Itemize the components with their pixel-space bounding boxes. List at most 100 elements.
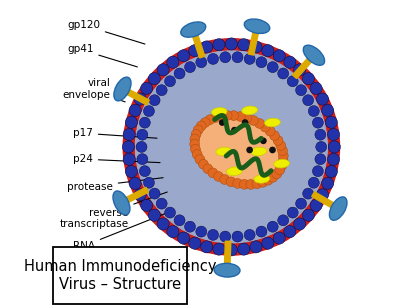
- Circle shape: [149, 95, 160, 106]
- Circle shape: [256, 57, 267, 68]
- Circle shape: [284, 56, 296, 68]
- Circle shape: [139, 166, 150, 177]
- Ellipse shape: [226, 167, 242, 176]
- FancyArrow shape: [192, 33, 205, 58]
- Circle shape: [254, 118, 264, 128]
- FancyArrow shape: [292, 57, 313, 79]
- Circle shape: [308, 106, 319, 117]
- Circle shape: [278, 68, 289, 79]
- FancyArrow shape: [312, 192, 336, 209]
- Circle shape: [167, 56, 179, 68]
- Circle shape: [174, 68, 185, 79]
- Circle shape: [278, 146, 288, 155]
- Circle shape: [164, 207, 176, 218]
- Circle shape: [308, 177, 319, 188]
- Ellipse shape: [214, 263, 240, 277]
- Circle shape: [328, 141, 340, 153]
- Circle shape: [192, 150, 202, 159]
- Circle shape: [156, 198, 167, 209]
- Circle shape: [203, 164, 213, 174]
- Circle shape: [134, 93, 146, 105]
- Circle shape: [232, 231, 243, 242]
- Circle shape: [277, 161, 287, 170]
- Circle shape: [267, 221, 278, 232]
- Text: Human Immunodeficiency
Virus – Structure: Human Immunodeficiency Virus – Structure: [24, 259, 216, 292]
- Circle shape: [213, 243, 225, 255]
- Circle shape: [196, 57, 207, 68]
- Circle shape: [325, 166, 338, 178]
- Circle shape: [296, 85, 306, 96]
- Circle shape: [270, 131, 279, 140]
- FancyBboxPatch shape: [53, 248, 187, 304]
- Circle shape: [278, 215, 289, 226]
- Ellipse shape: [264, 118, 280, 127]
- Circle shape: [216, 111, 226, 121]
- Circle shape: [232, 52, 243, 63]
- Circle shape: [136, 51, 327, 243]
- Circle shape: [144, 106, 154, 117]
- Circle shape: [276, 141, 286, 151]
- Circle shape: [208, 230, 218, 241]
- Text: protease: protease: [67, 178, 163, 192]
- Circle shape: [219, 119, 226, 126]
- Ellipse shape: [181, 22, 206, 37]
- Circle shape: [184, 62, 196, 73]
- Ellipse shape: [113, 191, 130, 215]
- Circle shape: [236, 112, 245, 121]
- Circle shape: [238, 243, 250, 255]
- Circle shape: [167, 226, 179, 238]
- Circle shape: [190, 144, 200, 154]
- Circle shape: [220, 175, 230, 184]
- Text: gp120: gp120: [67, 20, 145, 44]
- Circle shape: [262, 45, 274, 57]
- Circle shape: [123, 153, 135, 166]
- Circle shape: [287, 207, 298, 218]
- Circle shape: [198, 159, 208, 169]
- Circle shape: [233, 179, 242, 188]
- Circle shape: [220, 231, 231, 242]
- Circle shape: [312, 117, 323, 128]
- Circle shape: [287, 76, 298, 87]
- Circle shape: [156, 85, 167, 96]
- Circle shape: [328, 129, 340, 140]
- Circle shape: [164, 76, 176, 87]
- Circle shape: [178, 50, 190, 62]
- Circle shape: [275, 165, 285, 175]
- Circle shape: [262, 237, 274, 249]
- Text: viral
envelope: viral envelope: [62, 78, 125, 102]
- Ellipse shape: [216, 147, 232, 156]
- Circle shape: [200, 118, 210, 127]
- Circle shape: [189, 45, 201, 57]
- Circle shape: [256, 226, 267, 237]
- Circle shape: [123, 129, 135, 140]
- Circle shape: [322, 104, 334, 117]
- Circle shape: [139, 117, 150, 128]
- Circle shape: [140, 199, 153, 211]
- Circle shape: [312, 166, 323, 177]
- Circle shape: [248, 116, 258, 125]
- Ellipse shape: [114, 77, 131, 101]
- Circle shape: [294, 218, 306, 230]
- Circle shape: [184, 221, 196, 232]
- Circle shape: [246, 180, 256, 189]
- Circle shape: [213, 39, 225, 51]
- Circle shape: [296, 198, 306, 209]
- Circle shape: [157, 64, 169, 76]
- Circle shape: [258, 177, 268, 187]
- Circle shape: [225, 244, 238, 256]
- Circle shape: [157, 218, 169, 230]
- Circle shape: [250, 41, 262, 53]
- Circle shape: [134, 189, 146, 201]
- Circle shape: [267, 62, 278, 73]
- Circle shape: [137, 154, 148, 165]
- Circle shape: [125, 116, 138, 128]
- Ellipse shape: [242, 106, 258, 115]
- Circle shape: [122, 141, 134, 153]
- FancyArrow shape: [248, 30, 259, 55]
- Circle shape: [269, 147, 276, 153]
- Circle shape: [260, 122, 270, 132]
- Circle shape: [316, 93, 329, 105]
- Circle shape: [208, 54, 218, 64]
- Circle shape: [226, 177, 236, 187]
- Circle shape: [191, 129, 201, 139]
